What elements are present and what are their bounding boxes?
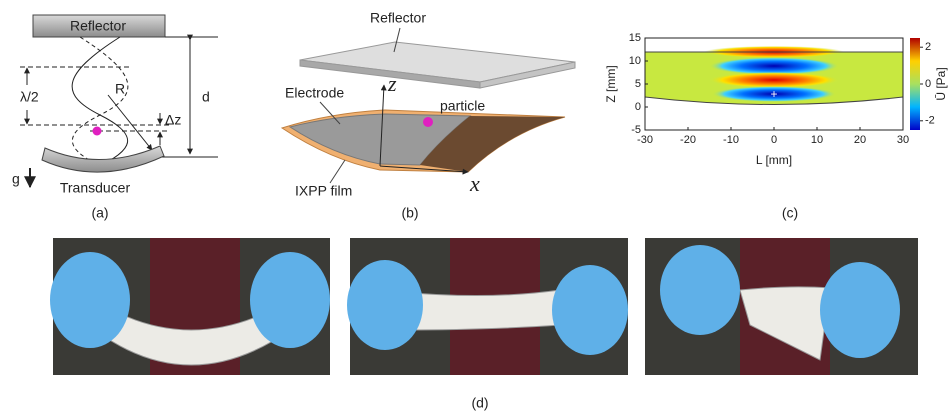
photo [50, 238, 330, 375]
svg-text:+: + [770, 87, 777, 101]
panel-label: (b) [401, 205, 418, 221]
x-tick-label: 20 [854, 134, 866, 146]
panel-c: + L [mm] Z [mm] Ū [Pa] (c) [604, 38, 948, 221]
particle [93, 127, 102, 136]
x-tick-label: 10 [811, 134, 823, 146]
particle [423, 117, 433, 127]
x-tick-label: -10 [723, 134, 739, 146]
d-label: d [202, 89, 210, 105]
colorbar-tick-label: -2 [925, 115, 935, 127]
gravity-label: g [12, 171, 20, 187]
heatmap: + [645, 46, 903, 130]
transducer [42, 146, 164, 172]
x-tick-label: 0 [771, 134, 777, 146]
photo [645, 238, 918, 375]
x-tick-label: -20 [680, 134, 696, 146]
radius-label: R [115, 81, 125, 97]
colorbar-label: Ū [Pa] [934, 67, 948, 100]
delta-z-label: Δz [165, 112, 181, 128]
y-tick-label: 15 [629, 32, 641, 44]
film-label: IXPP film [295, 183, 352, 199]
y-tick-label: 0 [635, 101, 641, 113]
reflector-label: Reflector [370, 10, 426, 26]
x-axis-label: x [469, 171, 480, 196]
colorbar-tick-label: 0 [925, 78, 931, 90]
particle-label: particle [440, 98, 485, 114]
y-tick-label: -5 [631, 124, 641, 136]
panel-label: (d) [471, 395, 488, 411]
panel-a: Reflector d λ/2 R Δz g Transducer (a) [12, 15, 218, 221]
x-tick-label: 30 [897, 134, 909, 146]
electrode-label: Electrode [285, 85, 344, 101]
half-wavelength-label: λ/2 [20, 89, 39, 105]
colorbar-tick-label: 2 [925, 41, 931, 53]
z-axis-label: z [387, 71, 397, 96]
x-axis-label: L [mm] [756, 153, 792, 167]
transducer-label: Transducer [60, 180, 131, 196]
y-tick-label: 5 [635, 78, 641, 90]
reflector-label: Reflector [70, 18, 126, 34]
figure: Reflector d λ/2 R Δz g Transducer (a) Re… [0, 0, 952, 412]
photo [347, 238, 628, 375]
y-tick-label: 10 [629, 55, 641, 67]
colorbar [910, 38, 920, 130]
y-axis-label: Z [mm] [604, 65, 618, 102]
panel-d: (d) [50, 238, 918, 411]
panel-b: Reflector z x particle Electrode IXPP fi… [282, 10, 575, 221]
panel-label: (c) [782, 205, 798, 221]
panel-label: (a) [91, 205, 108, 221]
